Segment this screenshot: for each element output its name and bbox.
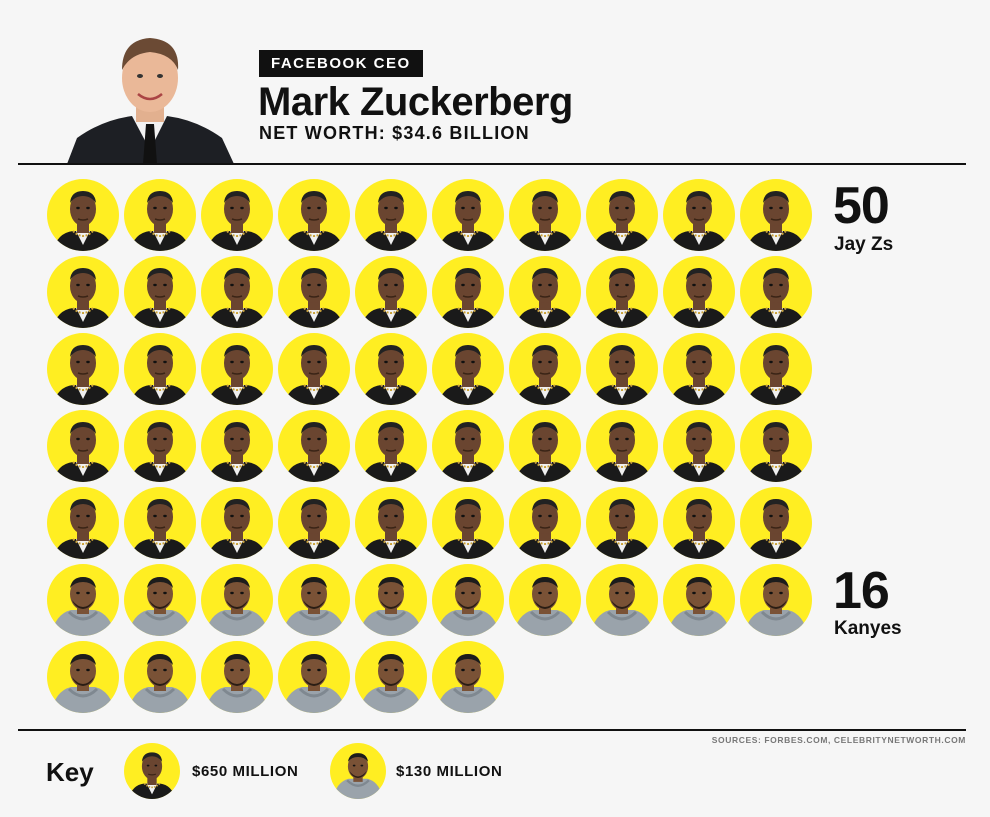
jay-z-icon <box>355 487 427 559</box>
jay-z-icon <box>47 410 119 482</box>
kanye-icon <box>124 564 196 636</box>
jay-count-label: Jay Zs <box>834 234 894 255</box>
kanye-icon <box>432 564 504 636</box>
jay-z-icon <box>201 410 273 482</box>
key-jay-icon <box>124 743 180 799</box>
net-worth-subtitle: NET WORTH: $34.6 BILLION <box>259 123 530 143</box>
jay-z-icon <box>663 487 735 559</box>
jay-z-icon <box>586 256 658 328</box>
jay-z-icon <box>201 333 273 405</box>
jay-z-icon <box>47 179 119 251</box>
jay-z-icon <box>124 410 196 482</box>
kanye-icon <box>278 641 350 713</box>
ceo-portrait <box>62 20 237 164</box>
jay-z-icon <box>47 256 119 328</box>
jay-z-icon <box>355 179 427 251</box>
kanye-icon <box>201 641 273 713</box>
kanye-icon <box>663 564 735 636</box>
jay-z-icon <box>278 256 350 328</box>
jay-z-icon <box>586 487 658 559</box>
jay-z-icon <box>124 256 196 328</box>
key-kanye-value: $130 MILLION <box>396 763 503 780</box>
top-divider <box>18 163 966 165</box>
jay-z-icon <box>432 179 504 251</box>
bottom-divider <box>18 729 966 731</box>
sources-note: SOURCES: FORBES.COM, CELEBRITYNETWORTH.C… <box>711 735 966 745</box>
kanye-count-label: Kanyes <box>834 618 902 639</box>
jay-z-icon <box>509 256 581 328</box>
jay-z-icon <box>432 410 504 482</box>
jay-z-icon <box>201 487 273 559</box>
jay-z-icon <box>586 410 658 482</box>
jay-z-icon <box>124 179 196 251</box>
jay-z-icon <box>663 410 735 482</box>
jay-z-icon <box>663 333 735 405</box>
kanye-icon <box>740 564 812 636</box>
key-kanye-icon <box>330 743 386 799</box>
jay-z-icon <box>355 410 427 482</box>
jay-z-icon <box>740 179 812 251</box>
jay-z-icon <box>278 179 350 251</box>
jay-z-icon <box>201 179 273 251</box>
key-title: Key <box>46 757 94 787</box>
kanye-icon <box>432 641 504 713</box>
jay-z-icon <box>432 256 504 328</box>
title-badge: FACEBOOK CEO <box>259 50 423 77</box>
jay-z-icon <box>124 333 196 405</box>
kanye-icon <box>201 564 273 636</box>
kanye-icon <box>355 564 427 636</box>
jay-z-icon <box>663 256 735 328</box>
jay-z-icon <box>509 410 581 482</box>
jay-z-icon <box>355 333 427 405</box>
jay-z-icon <box>355 256 427 328</box>
jay-z-icon <box>663 179 735 251</box>
jay-z-icon <box>432 487 504 559</box>
jay-count-number: 50 <box>833 177 890 235</box>
jay-z-icon <box>509 333 581 405</box>
jay-z-icon <box>740 256 812 328</box>
kanye-icon <box>355 641 427 713</box>
jay-z-icon <box>278 487 350 559</box>
jay-z-icon <box>278 333 350 405</box>
jay-z-icon <box>740 333 812 405</box>
jay-z-icon <box>432 333 504 405</box>
jay-z-icon <box>586 179 658 251</box>
kanye-count-number: 16 <box>833 562 890 620</box>
kanye-icon <box>47 564 119 636</box>
kanye-icon <box>509 564 581 636</box>
key-jay-value: $650 MILLION <box>192 763 299 780</box>
kanye-icon <box>47 641 119 713</box>
kanye-icon <box>586 564 658 636</box>
jay-z-icon <box>47 333 119 405</box>
jay-z-icon <box>201 256 273 328</box>
jay-z-icon <box>509 487 581 559</box>
jay-z-icon <box>509 179 581 251</box>
jay-z-icon <box>740 487 812 559</box>
jay-z-icon <box>740 410 812 482</box>
kanye-icon <box>278 564 350 636</box>
kanye-icon <box>124 641 196 713</box>
jay-z-icon <box>586 333 658 405</box>
jay-z-icon <box>278 410 350 482</box>
jay-z-icon <box>47 487 119 559</box>
page-title: Mark Zuckerberg <box>258 80 573 124</box>
jay-z-icon <box>124 487 196 559</box>
